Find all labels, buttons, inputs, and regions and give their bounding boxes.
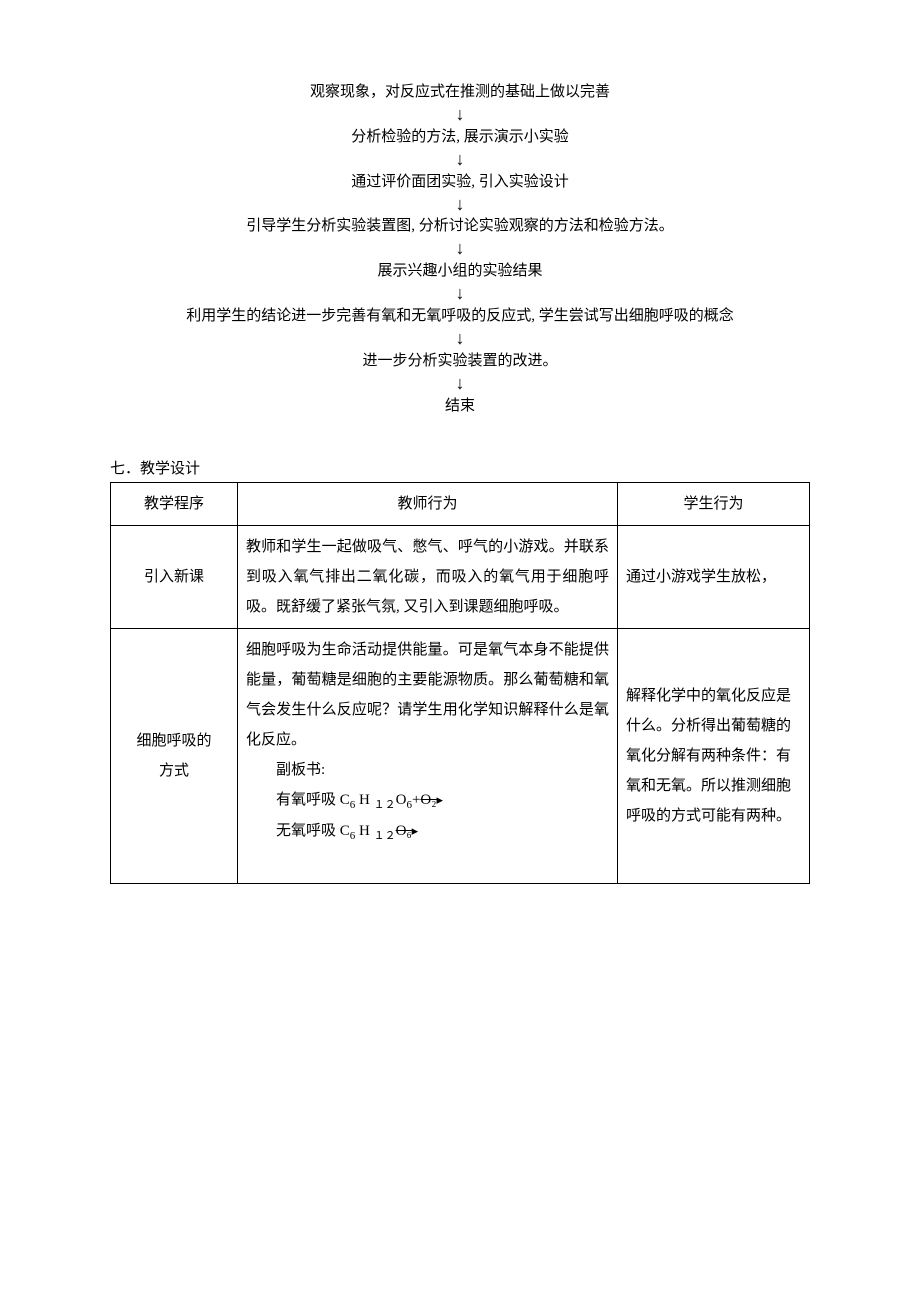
arrow-down-icon: ↓: [110, 195, 810, 215]
lesson-design-table: 教学程序 教师行为 学生行为 引入新课 教师和学生一起做吸气、憋气、呼气的小游戏…: [110, 482, 810, 884]
arrow-down-icon: ↓: [110, 329, 810, 349]
aerobic-formula: 有氧呼吸 C6 H １２O6+O₂▸: [246, 785, 609, 816]
arrow-down-icon: ↓: [110, 150, 810, 170]
flow-step: 分析检验的方法, 展示演示小实验: [110, 127, 810, 148]
cell-teacher: 教师和学生一起做吸气、憋气、呼气的小游戏。并联系到吸入氧气排出二氧化碳，而吸入的…: [238, 525, 618, 628]
header-student: 学生行为: [618, 482, 810, 525]
flow-step: 观察现象，对反应式在推测的基础上做以完善: [110, 82, 810, 103]
flow-step: 引导学生分析实验装置图, 分析讨论实验观察的方法和检验方法。: [110, 216, 810, 237]
arrow-down-icon: ↓: [110, 239, 810, 259]
arrow-down-icon: ↓: [110, 284, 810, 304]
cell-procedure: 引入新课: [111, 525, 238, 628]
document-page: 观察现象，对反应式在推测的基础上做以完善 ↓ 分析检验的方法, 展示演示小实验 …: [0, 0, 920, 1184]
right-arrow-icon: ▸: [436, 792, 443, 807]
anaerobic-formula: 无氧呼吸 C6 H １２O₆▸: [246, 816, 609, 847]
table-row: 细胞呼吸的 方式 细胞呼吸为生命活动提供能量。可是氧气本身不能提供能量，葡萄糖是…: [111, 628, 810, 883]
flow-step: 结束: [110, 396, 810, 417]
flowchart: 观察现象，对反应式在推测的基础上做以完善 ↓ 分析检验的方法, 展示演示小实验 …: [110, 82, 810, 417]
header-procedure: 教学程序: [111, 482, 238, 525]
header-teacher: 教师行为: [238, 482, 618, 525]
cell-teacher: 细胞呼吸为生命活动提供能量。可是氧气本身不能提供能量，葡萄糖是细胞的主要能源物质…: [238, 628, 618, 883]
flow-step: 利用学生的结论进一步完善有氧和无氧呼吸的反应式, 学生尝试写出细胞呼吸的概念: [110, 306, 810, 327]
procedure-line: 方式: [159, 763, 189, 779]
cell-procedure: 细胞呼吸的 方式: [111, 628, 238, 883]
arrow-down-icon: ↓: [110, 374, 810, 394]
flow-step: 通过评价面团实验, 引入实验设计: [110, 172, 810, 193]
cell-student: 通过小游戏学生放松，: [618, 525, 810, 628]
procedure-line: 细胞呼吸的: [136, 733, 211, 749]
right-arrow-icon: ▸: [412, 823, 419, 838]
sub-board-label: 副板书:: [246, 755, 609, 785]
arrow-down-icon: ↓: [110, 105, 810, 125]
flow-step: 进一步分析实验装置的改进。: [110, 351, 810, 372]
table-row: 引入新课 教师和学生一起做吸气、憋气、呼气的小游戏。并联系到吸入氧气排出二氧化碳…: [111, 525, 810, 628]
cell-student: 解释化学中的氧化反应是什么。分析得出葡萄糖的氧化分解有两种条件：有氧和无氧。所以…: [618, 628, 810, 883]
section-heading: 七．教学设计: [110, 457, 810, 478]
table-header-row: 教学程序 教师行为 学生行为: [111, 482, 810, 525]
flow-step: 展示兴趣小组的实验结果: [110, 261, 810, 282]
teacher-paragraph: 细胞呼吸为生命活动提供能量。可是氧气本身不能提供能量，葡萄糖是细胞的主要能源物质…: [246, 635, 609, 755]
